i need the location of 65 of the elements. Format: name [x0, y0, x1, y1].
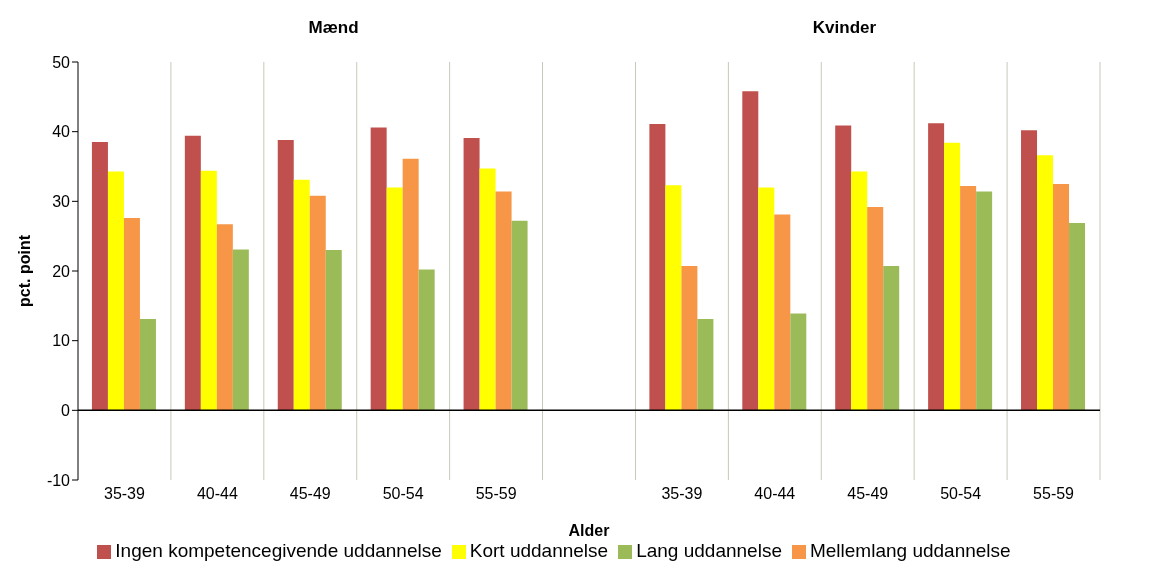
y-tick-label: 40: [52, 123, 71, 141]
y-tick-label: 0: [61, 402, 71, 420]
bar: [511, 220, 528, 411]
y-tick-label: 10: [52, 332, 71, 350]
bar: [386, 187, 403, 411]
x-tick-label: 50-54: [382, 485, 424, 503]
legend-label: Lang uddannelse: [636, 540, 782, 561]
y-axis-title: pct. point: [15, 234, 33, 307]
bar: [1069, 222, 1086, 411]
y-tick-label: -10: [46, 471, 71, 489]
bar: [200, 170, 217, 411]
bar: [976, 191, 993, 411]
bar: [293, 179, 310, 411]
bar: [309, 195, 326, 411]
bar: [758, 187, 775, 411]
bar: [883, 266, 900, 411]
x-tick-label: 35-39: [103, 485, 146, 503]
bar: [370, 127, 387, 411]
bar: [681, 266, 698, 411]
bar: [851, 171, 868, 411]
bar: [402, 158, 419, 411]
legend-label: Kort uddannelse: [469, 540, 609, 561]
text: Mænd: [307, 18, 360, 38]
x-tick-label: 35-39: [661, 485, 703, 503]
x-tick-label: 55-59: [475, 485, 517, 503]
bar: [325, 250, 342, 411]
y-tick-label: 20: [52, 262, 71, 280]
bar: [1021, 130, 1038, 411]
bar: [649, 124, 666, 411]
bar: [944, 142, 961, 411]
bar: [835, 125, 852, 411]
bar: [697, 319, 714, 411]
bar: [665, 185, 682, 411]
bar: [463, 137, 480, 411]
bar: [479, 168, 496, 411]
text: Kvinder: [811, 18, 878, 38]
bar: [867, 206, 884, 411]
legend-label: Ingen kompetencegivende uddannelse: [115, 540, 442, 561]
bar: [123, 218, 140, 411]
x-tick-label: 45-49: [289, 485, 331, 503]
bar: [232, 249, 249, 411]
y-tick-label: 50: [52, 53, 71, 71]
bar: [277, 140, 294, 411]
bar: [495, 191, 512, 411]
bar: [790, 313, 807, 411]
bar: [1037, 155, 1054, 411]
x-tick-label: 50-54: [940, 485, 982, 503]
x-tick-label: 40-44: [196, 485, 238, 503]
bar: [107, 171, 124, 411]
y-tick-label: 30: [52, 193, 71, 211]
bar: [216, 224, 233, 411]
legend-label: Mellemlang uddannelse: [809, 540, 1011, 561]
bar: [1053, 183, 1070, 411]
x-tick-label: 55-59: [1033, 485, 1075, 503]
x-tick-label: 45-49: [847, 485, 889, 503]
bar: [91, 142, 108, 411]
bar: [928, 123, 945, 411]
bar: [184, 135, 201, 411]
bar: [774, 214, 791, 411]
bar: [960, 186, 977, 411]
x-axis-title: Alder: [568, 522, 610, 539]
x-tick-label: 40-44: [754, 485, 796, 503]
bar: [418, 269, 435, 411]
bar: [742, 91, 759, 411]
bar: [139, 319, 156, 411]
